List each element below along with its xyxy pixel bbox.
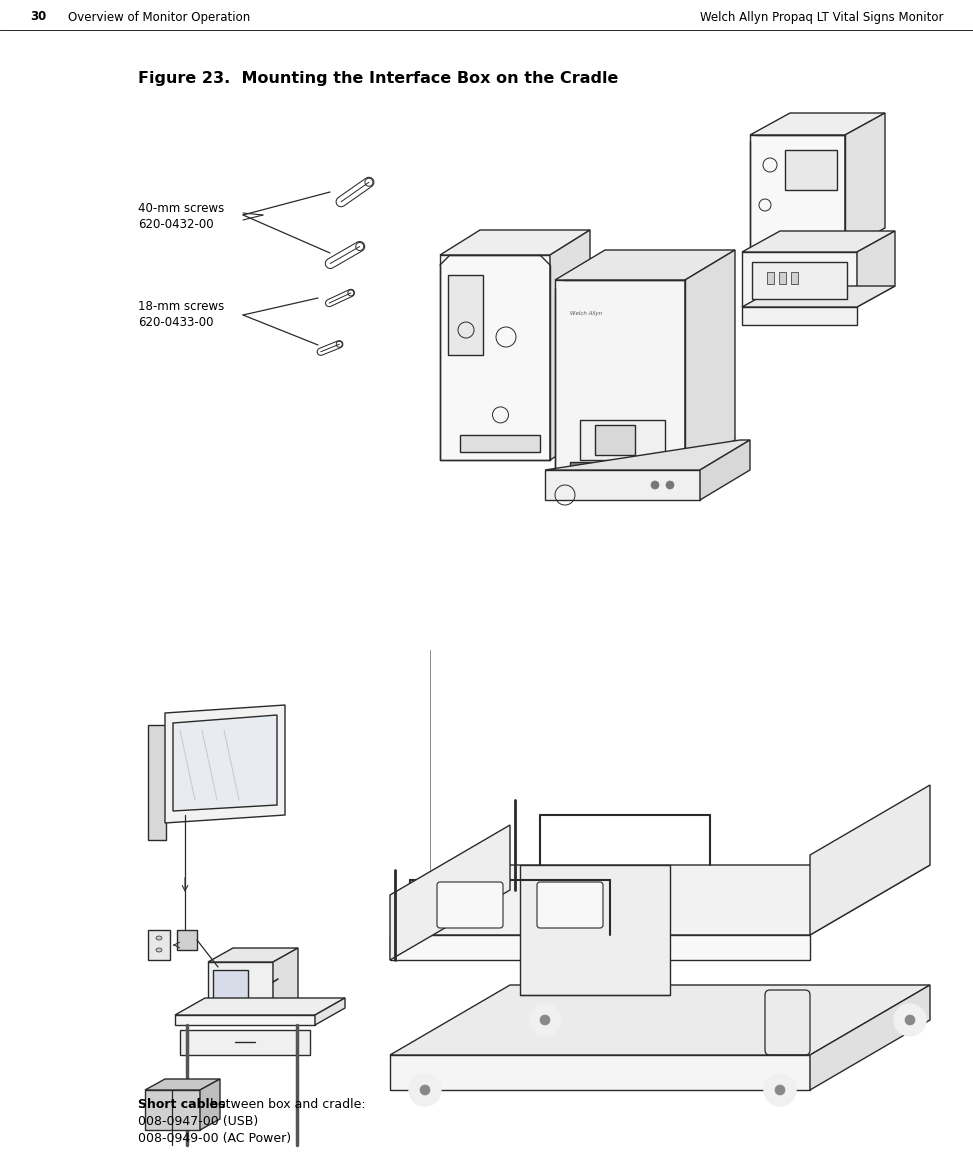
Polygon shape <box>460 435 540 452</box>
Polygon shape <box>742 307 857 325</box>
Text: Figure 23.  Mounting the Interface Box on the Cradle: Figure 23. Mounting the Interface Box on… <box>138 71 619 85</box>
Polygon shape <box>742 230 895 251</box>
Polygon shape <box>148 930 170 960</box>
Polygon shape <box>752 262 847 299</box>
Polygon shape <box>165 705 285 823</box>
Polygon shape <box>315 998 345 1025</box>
Polygon shape <box>208 947 298 961</box>
Polygon shape <box>742 251 857 307</box>
Polygon shape <box>810 785 930 935</box>
Polygon shape <box>685 250 735 470</box>
Polygon shape <box>785 150 837 190</box>
Polygon shape <box>390 1055 810 1090</box>
Polygon shape <box>145 1079 220 1090</box>
Text: 008-0949-00 (AC Power): 008-0949-00 (AC Power) <box>138 1133 291 1145</box>
Circle shape <box>666 481 674 489</box>
Polygon shape <box>166 755 206 775</box>
Circle shape <box>894 1005 926 1036</box>
FancyBboxPatch shape <box>537 882 603 928</box>
Polygon shape <box>845 113 885 250</box>
Text: 620-0432-00: 620-0432-00 <box>138 218 214 230</box>
Polygon shape <box>555 250 735 281</box>
Polygon shape <box>173 715 277 811</box>
Text: Welch Allyn: Welch Allyn <box>570 311 602 315</box>
Polygon shape <box>175 1015 315 1025</box>
Polygon shape <box>440 230 590 255</box>
Polygon shape <box>545 440 750 470</box>
Text: Welch Allyn Propaq LT Vital Signs Monitor: Welch Allyn Propaq LT Vital Signs Monito… <box>700 10 943 23</box>
Bar <box>779 272 786 284</box>
Polygon shape <box>750 113 885 135</box>
Circle shape <box>409 1074 441 1106</box>
Polygon shape <box>145 1090 200 1130</box>
Polygon shape <box>700 440 750 501</box>
Polygon shape <box>520 865 670 995</box>
Polygon shape <box>595 425 635 455</box>
FancyBboxPatch shape <box>450 279 462 289</box>
FancyBboxPatch shape <box>437 882 503 928</box>
Polygon shape <box>570 462 675 468</box>
Polygon shape <box>555 281 685 470</box>
Circle shape <box>764 1074 796 1106</box>
Circle shape <box>651 481 659 489</box>
Polygon shape <box>180 1030 310 1055</box>
Ellipse shape <box>156 947 162 952</box>
Polygon shape <box>440 255 550 460</box>
Polygon shape <box>810 985 930 1090</box>
Text: 40-mm screws: 40-mm screws <box>138 201 224 214</box>
Polygon shape <box>550 230 590 460</box>
Text: 30: 30 <box>30 10 47 23</box>
Polygon shape <box>177 930 197 950</box>
Polygon shape <box>175 998 345 1015</box>
Text: 18-mm screws: 18-mm screws <box>138 300 224 313</box>
Polygon shape <box>390 865 930 935</box>
Circle shape <box>420 1085 430 1095</box>
Polygon shape <box>448 275 483 355</box>
Polygon shape <box>750 135 845 250</box>
Polygon shape <box>390 985 930 1055</box>
Polygon shape <box>273 947 298 1014</box>
Text: Overview of Monitor Operation: Overview of Monitor Operation <box>68 10 250 23</box>
Text: 008-0947-00 (USB): 008-0947-00 (USB) <box>138 1115 258 1128</box>
Polygon shape <box>857 230 895 307</box>
Polygon shape <box>580 420 665 460</box>
Text: between box and cradle:: between box and cradle: <box>206 1098 366 1110</box>
Circle shape <box>529 1005 561 1036</box>
Bar <box>791 272 798 284</box>
Polygon shape <box>213 970 248 1000</box>
Circle shape <box>905 1015 915 1025</box>
Polygon shape <box>200 1079 220 1130</box>
Polygon shape <box>148 725 166 840</box>
Circle shape <box>775 1085 785 1095</box>
Polygon shape <box>742 286 895 307</box>
Polygon shape <box>390 825 510 960</box>
Polygon shape <box>545 470 700 501</box>
Text: Short cables: Short cables <box>138 1098 226 1110</box>
Polygon shape <box>208 961 273 1014</box>
Text: 620-0433-00: 620-0433-00 <box>138 317 213 329</box>
Bar <box>767 272 774 284</box>
Ellipse shape <box>156 936 162 941</box>
Polygon shape <box>390 935 810 960</box>
Circle shape <box>540 1015 550 1025</box>
